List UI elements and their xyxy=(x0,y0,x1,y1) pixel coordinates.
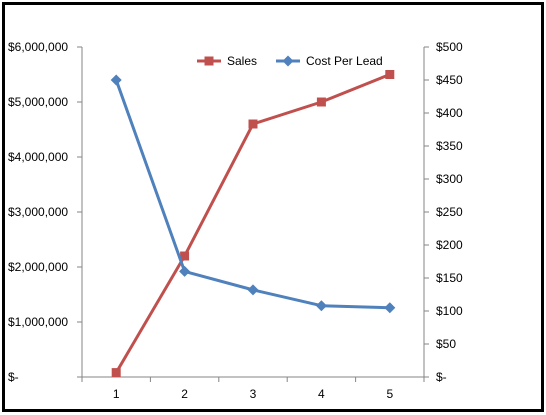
left-axis-tick-label: $2,000,000 xyxy=(8,260,68,274)
right-axis-tick-label: $500 xyxy=(436,40,463,54)
data-point-cost-per-lead xyxy=(247,284,259,296)
right-axis-tick-label: $50 xyxy=(436,337,456,351)
x-axis-tick-label: 4 xyxy=(318,387,325,401)
data-point-sales xyxy=(248,119,258,129)
right-axis-tick-label: $200 xyxy=(436,238,463,252)
right-axis-tick-label: $350 xyxy=(436,139,463,153)
left-axis-tick-label: $6,000,000 xyxy=(8,40,68,54)
data-point-cost-per-lead xyxy=(384,302,396,314)
series-line-sales xyxy=(114,73,391,374)
left-axis-tick-label: $4,000,000 xyxy=(8,150,68,164)
right-axis-tick-label: $450 xyxy=(436,73,463,87)
x-axis-tick-label: 1 xyxy=(113,387,120,401)
legend-entry-cost-per-lead: Cost Per Lead xyxy=(276,54,383,68)
data-point-sales xyxy=(111,368,121,378)
right-axis-tick-label: $300 xyxy=(436,172,463,186)
right-axis-ticks: $- $50 $100 $150 $200 $250 $300 $350 $400 $450 $50… xyxy=(424,40,463,384)
data-point-sales xyxy=(385,70,395,79)
series-cost-per-lead xyxy=(110,74,396,314)
x-axis-tick-label: 5 xyxy=(386,387,393,401)
right-axis-tick-label: $150 xyxy=(436,271,463,285)
legend-label: Cost Per Lead xyxy=(306,54,383,68)
legend: Sales Cost Per Lead xyxy=(197,54,383,68)
data-point-cost-per-lead xyxy=(179,265,191,277)
axes xyxy=(81,47,425,378)
left-axis-tick-label: $1,000,000 xyxy=(8,315,68,329)
left-axis-ticks: $- $1,000,000 $2,000,000 $3,000,000 $4,000,0… xyxy=(8,40,82,384)
data-point-sales xyxy=(316,97,326,107)
right-axis-tick-label: $100 xyxy=(436,304,463,318)
series-layer xyxy=(110,70,396,378)
left-axis-tick-label: $3,000,000 xyxy=(8,205,68,219)
legend-marker xyxy=(204,56,214,66)
right-axis-tick-label: $400 xyxy=(436,106,463,120)
series-line-cost-per-lead xyxy=(114,79,390,310)
right-axis-tick-label: $250 xyxy=(436,205,463,219)
legend-marker xyxy=(282,55,294,67)
left-axis-tick-label: $5,000,000 xyxy=(8,95,68,109)
x-axis-ticks: 1 2 3 4 5 xyxy=(81,377,425,401)
x-axis-tick-label: 3 xyxy=(250,387,257,401)
legend-label: Sales xyxy=(227,54,257,68)
right-axis-tick-label: $- xyxy=(436,370,447,384)
left-axis-tick-label: $- xyxy=(8,370,19,384)
legend-entry-sales: Sales xyxy=(197,54,257,68)
series-sales xyxy=(111,70,395,378)
data-point-sales xyxy=(180,251,190,261)
data-point-cost-per-lead xyxy=(110,74,122,86)
x-axis-tick-label: 2 xyxy=(181,387,188,401)
data-point-cost-per-lead xyxy=(315,300,327,312)
